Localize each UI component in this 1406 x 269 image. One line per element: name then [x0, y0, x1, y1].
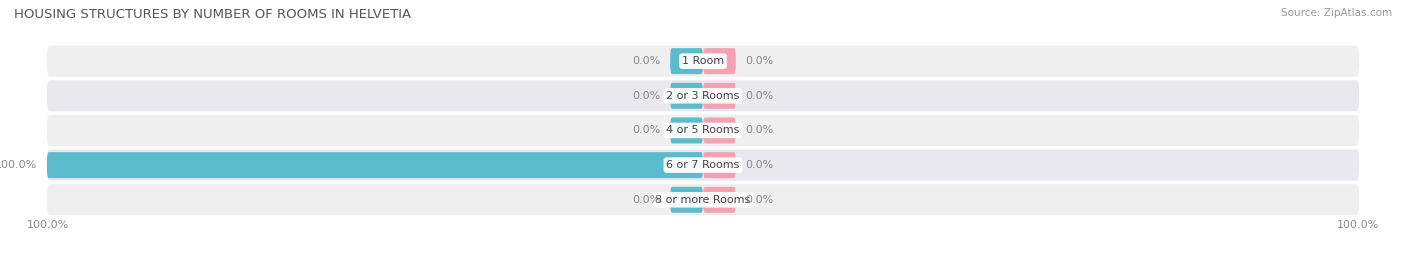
Text: 100.0%: 100.0%	[0, 160, 37, 170]
FancyBboxPatch shape	[703, 83, 735, 109]
Text: 1 Room: 1 Room	[682, 56, 724, 66]
Text: 0.0%: 0.0%	[745, 195, 773, 205]
FancyBboxPatch shape	[46, 45, 1360, 77]
FancyBboxPatch shape	[46, 152, 703, 178]
Text: 0.0%: 0.0%	[745, 56, 773, 66]
Text: Source: ZipAtlas.com: Source: ZipAtlas.com	[1281, 8, 1392, 18]
Text: 0.0%: 0.0%	[633, 91, 661, 101]
Text: 0.0%: 0.0%	[633, 56, 661, 66]
FancyBboxPatch shape	[703, 152, 735, 178]
FancyBboxPatch shape	[671, 187, 703, 213]
Text: 0.0%: 0.0%	[745, 125, 773, 136]
Text: 8 or more Rooms: 8 or more Rooms	[655, 195, 751, 205]
Text: 4 or 5 Rooms: 4 or 5 Rooms	[666, 125, 740, 136]
FancyBboxPatch shape	[703, 118, 735, 143]
Text: 0.0%: 0.0%	[633, 195, 661, 205]
Text: 2 or 3 Rooms: 2 or 3 Rooms	[666, 91, 740, 101]
FancyBboxPatch shape	[703, 48, 735, 74]
Text: 100.0%: 100.0%	[1337, 220, 1379, 230]
FancyBboxPatch shape	[671, 48, 703, 74]
FancyBboxPatch shape	[671, 118, 703, 143]
FancyBboxPatch shape	[46, 184, 1360, 215]
Text: 0.0%: 0.0%	[745, 91, 773, 101]
FancyBboxPatch shape	[703, 187, 735, 213]
FancyBboxPatch shape	[46, 115, 1360, 146]
FancyBboxPatch shape	[46, 150, 1360, 181]
Text: HOUSING STRUCTURES BY NUMBER OF ROOMS IN HELVETIA: HOUSING STRUCTURES BY NUMBER OF ROOMS IN…	[14, 8, 411, 21]
Text: 6 or 7 Rooms: 6 or 7 Rooms	[666, 160, 740, 170]
Text: 100.0%: 100.0%	[27, 220, 69, 230]
FancyBboxPatch shape	[46, 80, 1360, 111]
Text: 0.0%: 0.0%	[745, 160, 773, 170]
Text: 0.0%: 0.0%	[633, 125, 661, 136]
FancyBboxPatch shape	[671, 83, 703, 109]
